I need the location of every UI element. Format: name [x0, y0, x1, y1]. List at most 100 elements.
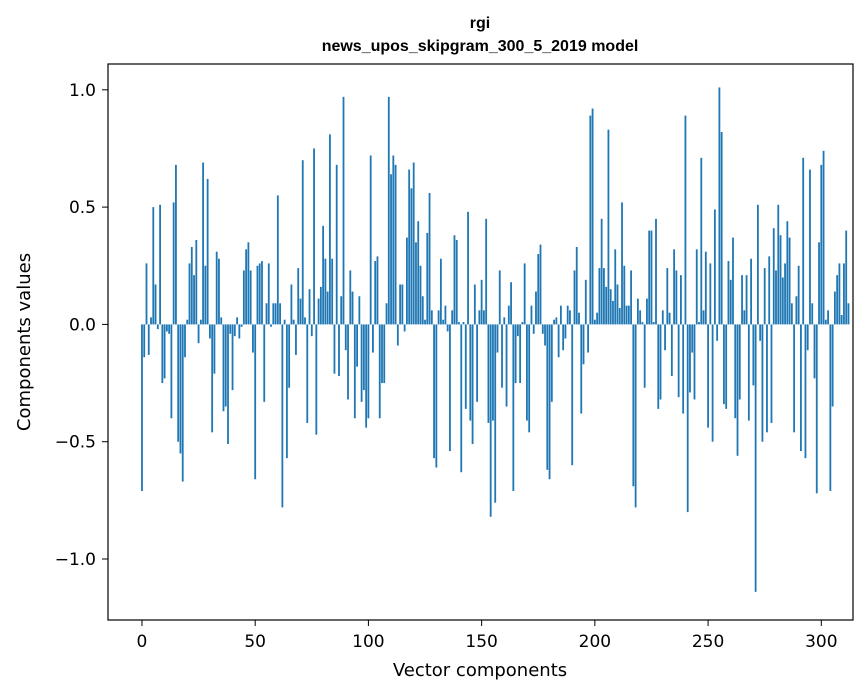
bar: [704, 251, 707, 325]
bar: [569, 310, 571, 325]
bar: [840, 315, 843, 325]
bar: [208, 324, 211, 339]
bar: [487, 324, 490, 423]
bar: [193, 275, 195, 325]
bar: [224, 324, 227, 407]
x-tick-label: 150: [465, 632, 497, 652]
bar: [666, 268, 669, 325]
bar: [195, 239, 198, 325]
bar: [458, 322, 460, 325]
y-axis: −1.0 −0.5 0.0 0.5 1.0: [55, 81, 108, 570]
bar: [163, 324, 166, 379]
bar: [756, 204, 759, 325]
bar: [172, 202, 175, 325]
bar: [641, 322, 644, 325]
bar: [308, 289, 311, 325]
bar: [292, 319, 295, 325]
bar: [562, 324, 565, 351]
bar: [406, 237, 408, 325]
bar: [485, 218, 488, 325]
bar: [693, 324, 696, 400]
bar: [306, 324, 309, 423]
bar: [829, 324, 832, 491]
bar: [152, 207, 155, 325]
bar: [460, 324, 463, 473]
bar: [752, 324, 755, 386]
bar: [582, 324, 585, 365]
bar: [439, 258, 442, 325]
bar: [743, 310, 746, 325]
bar: [480, 279, 483, 325]
bar: [786, 221, 789, 325]
bar: [227, 324, 229, 445]
bar: [627, 305, 630, 325]
bar: [430, 310, 433, 325]
bar: [342, 96, 345, 325]
bar: [141, 324, 143, 491]
bar: [806, 324, 809, 351]
bar: [206, 178, 209, 325]
bar: [557, 324, 560, 358]
bar: [356, 324, 358, 367]
bar: [734, 324, 737, 419]
bar: [827, 310, 829, 325]
bar: [702, 310, 705, 325]
bar: [335, 164, 338, 325]
bar: [609, 289, 612, 325]
bar: [723, 324, 725, 405]
bar: [464, 324, 467, 409]
bar: [383, 324, 386, 384]
bar: [426, 232, 429, 325]
bar: [589, 115, 592, 325]
bar: [412, 162, 415, 325]
bar: [331, 258, 334, 325]
bar: [655, 218, 657, 325]
bar: [768, 256, 771, 325]
x-tick-label: 0: [137, 632, 148, 652]
bar: [218, 258, 220, 325]
bar: [344, 324, 347, 351]
bar: [836, 275, 839, 325]
bar: [720, 132, 723, 325]
bar: [143, 324, 146, 358]
bar: [578, 312, 580, 325]
bar: [813, 324, 816, 379]
bar: [473, 284, 476, 325]
bar: [793, 324, 796, 433]
bar: [621, 202, 623, 325]
bar: [170, 324, 173, 419]
bar: [682, 324, 685, 414]
bar: [575, 246, 578, 325]
bar: [451, 310, 454, 325]
bar: [528, 324, 531, 433]
bar: [399, 284, 402, 325]
x-tick-label: 100: [352, 632, 384, 652]
bar: [596, 312, 599, 325]
bar: [630, 270, 632, 325]
bar: [442, 319, 445, 325]
bar: [670, 324, 673, 377]
bar: [252, 324, 254, 353]
bar: [498, 270, 501, 325]
bar: [750, 258, 752, 325]
bar: [467, 211, 469, 325]
bar: [494, 324, 497, 503]
bar: [686, 324, 689, 513]
bar: [584, 279, 587, 325]
bar: [385, 303, 388, 325]
bar: [367, 324, 370, 419]
bar: [190, 246, 193, 325]
bar: [514, 324, 517, 384]
bar: [204, 265, 207, 325]
bar: [421, 296, 424, 325]
bar: [539, 244, 542, 325]
bar: [766, 324, 768, 433]
bar: [304, 317, 306, 325]
bar: [770, 324, 773, 423]
bar: [616, 284, 619, 325]
bar: [820, 164, 823, 325]
bar: [677, 324, 680, 398]
bar: [347, 324, 349, 400]
bar: [607, 129, 610, 325]
bar: [775, 270, 777, 325]
